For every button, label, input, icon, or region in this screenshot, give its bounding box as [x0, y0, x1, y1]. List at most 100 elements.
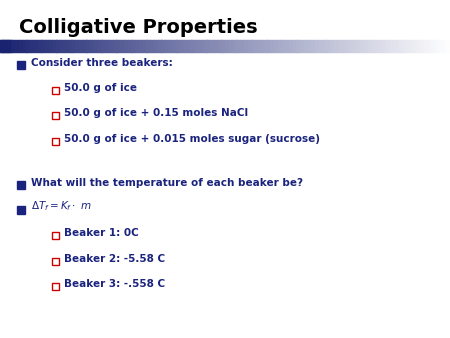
Bar	[379, 40, 383, 52]
Bar	[323, 40, 327, 52]
Bar	[161, 40, 166, 52]
Bar	[221, 40, 225, 52]
Bar	[180, 40, 184, 52]
Bar	[281, 40, 285, 52]
Bar	[368, 40, 372, 52]
Bar	[345, 40, 349, 52]
Bar	[401, 40, 405, 52]
Bar	[394, 40, 398, 52]
Bar	[158, 40, 162, 52]
Bar	[341, 40, 346, 52]
Bar	[105, 40, 109, 52]
Bar	[52, 138, 59, 145]
Bar	[214, 40, 218, 52]
Bar	[386, 40, 391, 52]
Bar	[292, 40, 297, 52]
Bar	[278, 40, 282, 52]
Bar	[296, 40, 301, 52]
Bar	[244, 40, 248, 52]
Bar	[233, 40, 237, 52]
Bar	[274, 40, 278, 52]
Bar	[165, 40, 169, 52]
Bar	[22, 40, 27, 52]
Text: Beaker 2: -5.58 C: Beaker 2: -5.58 C	[64, 254, 166, 264]
Bar	[176, 40, 180, 52]
Bar	[431, 40, 436, 52]
Bar	[19, 40, 23, 52]
Bar	[206, 40, 211, 52]
Bar	[112, 40, 117, 52]
Bar	[86, 40, 90, 52]
Bar	[304, 40, 308, 52]
Bar	[184, 40, 188, 52]
Bar	[71, 40, 76, 52]
Bar	[17, 206, 25, 214]
Bar	[30, 40, 34, 52]
Bar	[52, 283, 59, 290]
Bar	[413, 40, 417, 52]
Bar	[172, 40, 177, 52]
Bar	[266, 40, 270, 52]
Text: $\Delta T_f = K_f\cdot\ m$: $\Delta T_f = K_f\cdot\ m$	[31, 199, 91, 213]
Text: What will the temperature of each beaker be?: What will the temperature of each beaker…	[31, 177, 302, 188]
Bar	[79, 40, 83, 52]
Bar	[315, 40, 319, 52]
Bar	[195, 40, 199, 52]
Bar	[75, 40, 79, 52]
Bar	[53, 40, 57, 52]
Bar	[98, 40, 102, 52]
Bar	[26, 40, 31, 52]
Bar	[382, 40, 387, 52]
Bar	[116, 40, 121, 52]
Bar	[255, 40, 259, 52]
Bar	[424, 40, 428, 52]
Bar	[352, 40, 357, 52]
Bar	[202, 40, 207, 52]
Bar	[330, 40, 334, 52]
Bar	[240, 40, 244, 52]
Bar	[15, 40, 19, 52]
Bar	[442, 40, 447, 52]
Bar	[356, 40, 360, 52]
Bar	[169, 40, 173, 52]
Bar	[390, 40, 394, 52]
Bar	[4, 40, 8, 52]
Bar	[11, 40, 15, 52]
Bar	[52, 112, 59, 119]
Bar	[0, 40, 10, 45]
Bar	[52, 232, 59, 239]
Bar	[428, 40, 432, 52]
Bar	[326, 40, 330, 52]
Bar	[349, 40, 353, 52]
Bar	[17, 61, 25, 69]
Bar	[217, 40, 222, 52]
Bar	[285, 40, 289, 52]
Bar	[334, 40, 338, 52]
Text: 50.0 g of ice + 0.15 moles NaCl: 50.0 g of ice + 0.15 moles NaCl	[64, 108, 248, 118]
Bar	[49, 40, 53, 52]
Bar	[307, 40, 312, 52]
Bar	[127, 40, 132, 52]
Bar	[439, 40, 443, 52]
Bar	[248, 40, 252, 52]
Bar	[150, 40, 154, 52]
Bar	[34, 40, 38, 52]
Bar	[446, 40, 450, 52]
Bar	[319, 40, 323, 52]
Bar	[311, 40, 315, 52]
Bar	[146, 40, 150, 52]
Bar	[262, 40, 267, 52]
Bar	[60, 40, 64, 52]
Bar	[270, 40, 274, 52]
Bar	[405, 40, 409, 52]
Text: Colligative Properties: Colligative Properties	[19, 18, 257, 37]
Bar	[364, 40, 368, 52]
Bar	[124, 40, 128, 52]
Bar	[52, 87, 59, 94]
Bar	[420, 40, 424, 52]
Bar	[120, 40, 124, 52]
Bar	[68, 40, 72, 52]
Bar	[143, 40, 147, 52]
Bar	[0, 46, 10, 52]
Bar	[236, 40, 240, 52]
